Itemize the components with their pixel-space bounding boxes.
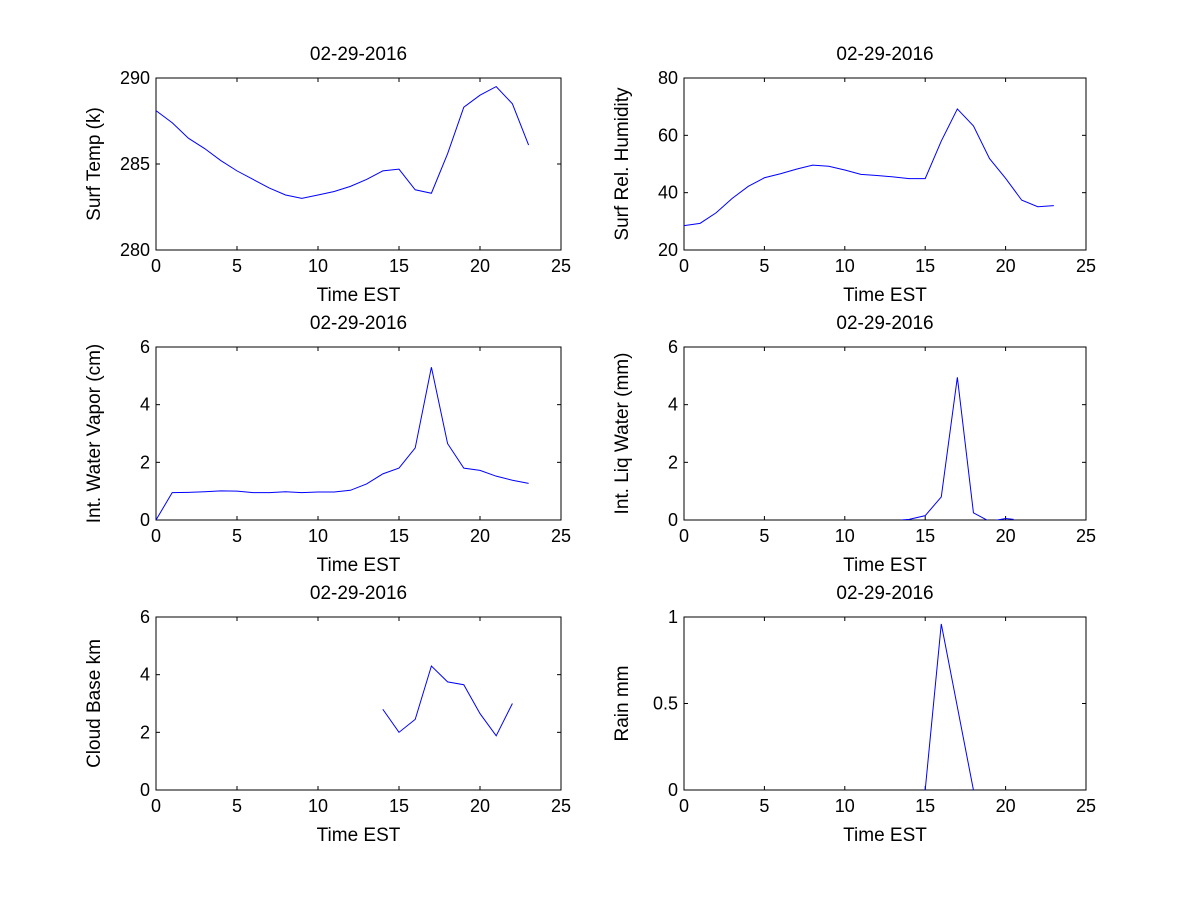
- x-tick-label: 20: [996, 526, 1016, 546]
- subplot-title: 02-29-2016: [310, 313, 407, 334]
- y-tick-label: 4: [140, 665, 150, 685]
- x-tick-label: 15: [389, 796, 409, 816]
- x-tick-label: 20: [470, 796, 490, 816]
- x-tick-label: 15: [389, 256, 409, 276]
- x-tick-label: 25: [1076, 256, 1096, 276]
- x-tick-label: 0: [151, 526, 161, 546]
- series-line: [156, 367, 529, 520]
- x-tick-label: 25: [1076, 526, 1096, 546]
- subplot-5: 0 5 10 15 20 25 0 2 4 6 02-29-2016 Time EST Cloud Ba…: [84, 583, 571, 846]
- x-tick-label: 25: [551, 526, 571, 546]
- y-tick-label: 4: [668, 395, 678, 415]
- y-tick-label: 0: [140, 510, 150, 530]
- y-tick-label: 0: [140, 780, 150, 800]
- x-tick-label: 0: [151, 256, 161, 276]
- y-tick-label: 40: [658, 183, 678, 203]
- series-line: [924, 623, 974, 790]
- x-tick-label: 20: [470, 526, 490, 546]
- x-tick-label: 20: [470, 256, 490, 276]
- x-tick-label: 25: [551, 256, 571, 276]
- subplot-title: 02-29-2016: [310, 44, 407, 65]
- x-tick-label: 5: [232, 256, 242, 276]
- x-tick-label: 0: [679, 796, 689, 816]
- y-tick-label: 6: [140, 337, 150, 357]
- y-tick-label: 6: [140, 607, 150, 627]
- x-tick-label: 0: [679, 526, 689, 546]
- y-axis-label: Rain mm: [612, 665, 633, 741]
- x-tick-label: 5: [232, 796, 242, 816]
- y-tick-label: 80: [658, 68, 678, 88]
- x-tick-label: 5: [759, 256, 769, 276]
- x-tick-label: 10: [835, 256, 855, 276]
- x-axis-label: Time EST: [843, 285, 927, 306]
- y-axis-label: Surf Rel. Humidity: [612, 87, 633, 241]
- series-line: [382, 665, 513, 737]
- x-axis-label: Time EST: [317, 285, 401, 306]
- y-tick-label: 2: [668, 452, 678, 472]
- subplot-title: 02-29-2016: [836, 313, 933, 334]
- x-tick-label: 20: [996, 796, 1016, 816]
- x-tick-label: 15: [915, 796, 935, 816]
- y-tick-label: 2: [140, 452, 150, 472]
- axes-frame: [155, 346, 562, 521]
- x-tick-label: 5: [232, 526, 242, 546]
- y-axis-label: Surf Temp (k): [84, 107, 105, 221]
- subplot-title: 02-29-2016: [836, 583, 933, 604]
- x-tick-label: 0: [679, 256, 689, 276]
- y-tick-label: 0.5: [653, 694, 678, 714]
- axes-frame: [683, 616, 1087, 791]
- y-tick-label: 285: [120, 154, 150, 174]
- y-axis-label: Cloud Base km: [84, 639, 105, 768]
- x-axis-label: Time EST: [317, 555, 401, 576]
- x-tick-label: 5: [759, 526, 769, 546]
- series-line: [684, 108, 1054, 227]
- x-tick-label: 10: [308, 256, 328, 276]
- x-tick-label: 10: [835, 796, 855, 816]
- x-tick-label: 20: [996, 256, 1016, 276]
- y-axis-label: Int. Water Vapor (cm): [84, 344, 105, 523]
- x-tick-label: 10: [308, 796, 328, 816]
- x-axis-label: Time EST: [843, 825, 927, 846]
- subplot-4: 0 5 10 15 20 25 0 2 4 6 02-29-2016 Time EST Int. Liq…: [612, 313, 1096, 576]
- y-tick-label: 20: [658, 240, 678, 260]
- x-axis-label: Time EST: [843, 555, 927, 576]
- subplot-2: 0 5 10 15 20 25 20 40 60 80 02-29-2016 Time EST Surf…: [612, 44, 1096, 306]
- subplot-3: 0 5 10 15 20 25 0 2 4 6 02-29-2016 Time EST Int. Wat…: [84, 313, 571, 576]
- x-tick-label: 25: [551, 796, 571, 816]
- y-tick-label: 1: [668, 607, 678, 627]
- y-tick-label: 6: [668, 337, 678, 357]
- axes-frame: [155, 77, 562, 251]
- y-tick-label: 0: [668, 780, 678, 800]
- y-tick-label: 2: [140, 722, 150, 742]
- subplot-6: 0 5 10 15 20 25 0 0.5 1 02-29-2016 Time EST Rain mm: [612, 583, 1096, 846]
- y-tick-label: 4: [140, 395, 150, 415]
- x-axis-label: Time EST: [317, 825, 401, 846]
- x-tick-label: 15: [915, 526, 935, 546]
- x-tick-label: 0: [151, 796, 161, 816]
- y-axis-label: Int. Liq Water (mm): [612, 353, 633, 515]
- x-tick-label: 10: [308, 526, 328, 546]
- x-tick-label: 10: [835, 526, 855, 546]
- y-tick-label: 0: [668, 510, 678, 530]
- subplot-title: 02-29-2016: [836, 44, 933, 65]
- x-tick-label: 15: [915, 256, 935, 276]
- axes-frame: [683, 77, 1087, 251]
- series-line: [156, 85, 530, 199]
- x-tick-label: 5: [759, 796, 769, 816]
- subplot-1: 0 5 10 15 20 25 280 285 290 02-29-2016 Time EST Sur…: [84, 44, 571, 306]
- series-line: [901, 377, 1014, 520]
- x-tick-label: 25: [1076, 796, 1096, 816]
- axes-frame: [683, 346, 1087, 521]
- y-tick-label: 290: [120, 68, 150, 88]
- subplot-title: 02-29-2016: [310, 583, 407, 604]
- y-tick-label: 60: [658, 125, 678, 145]
- x-tick-label: 15: [389, 526, 409, 546]
- y-tick-label: 280: [120, 240, 150, 260]
- axes-frame: [155, 616, 562, 791]
